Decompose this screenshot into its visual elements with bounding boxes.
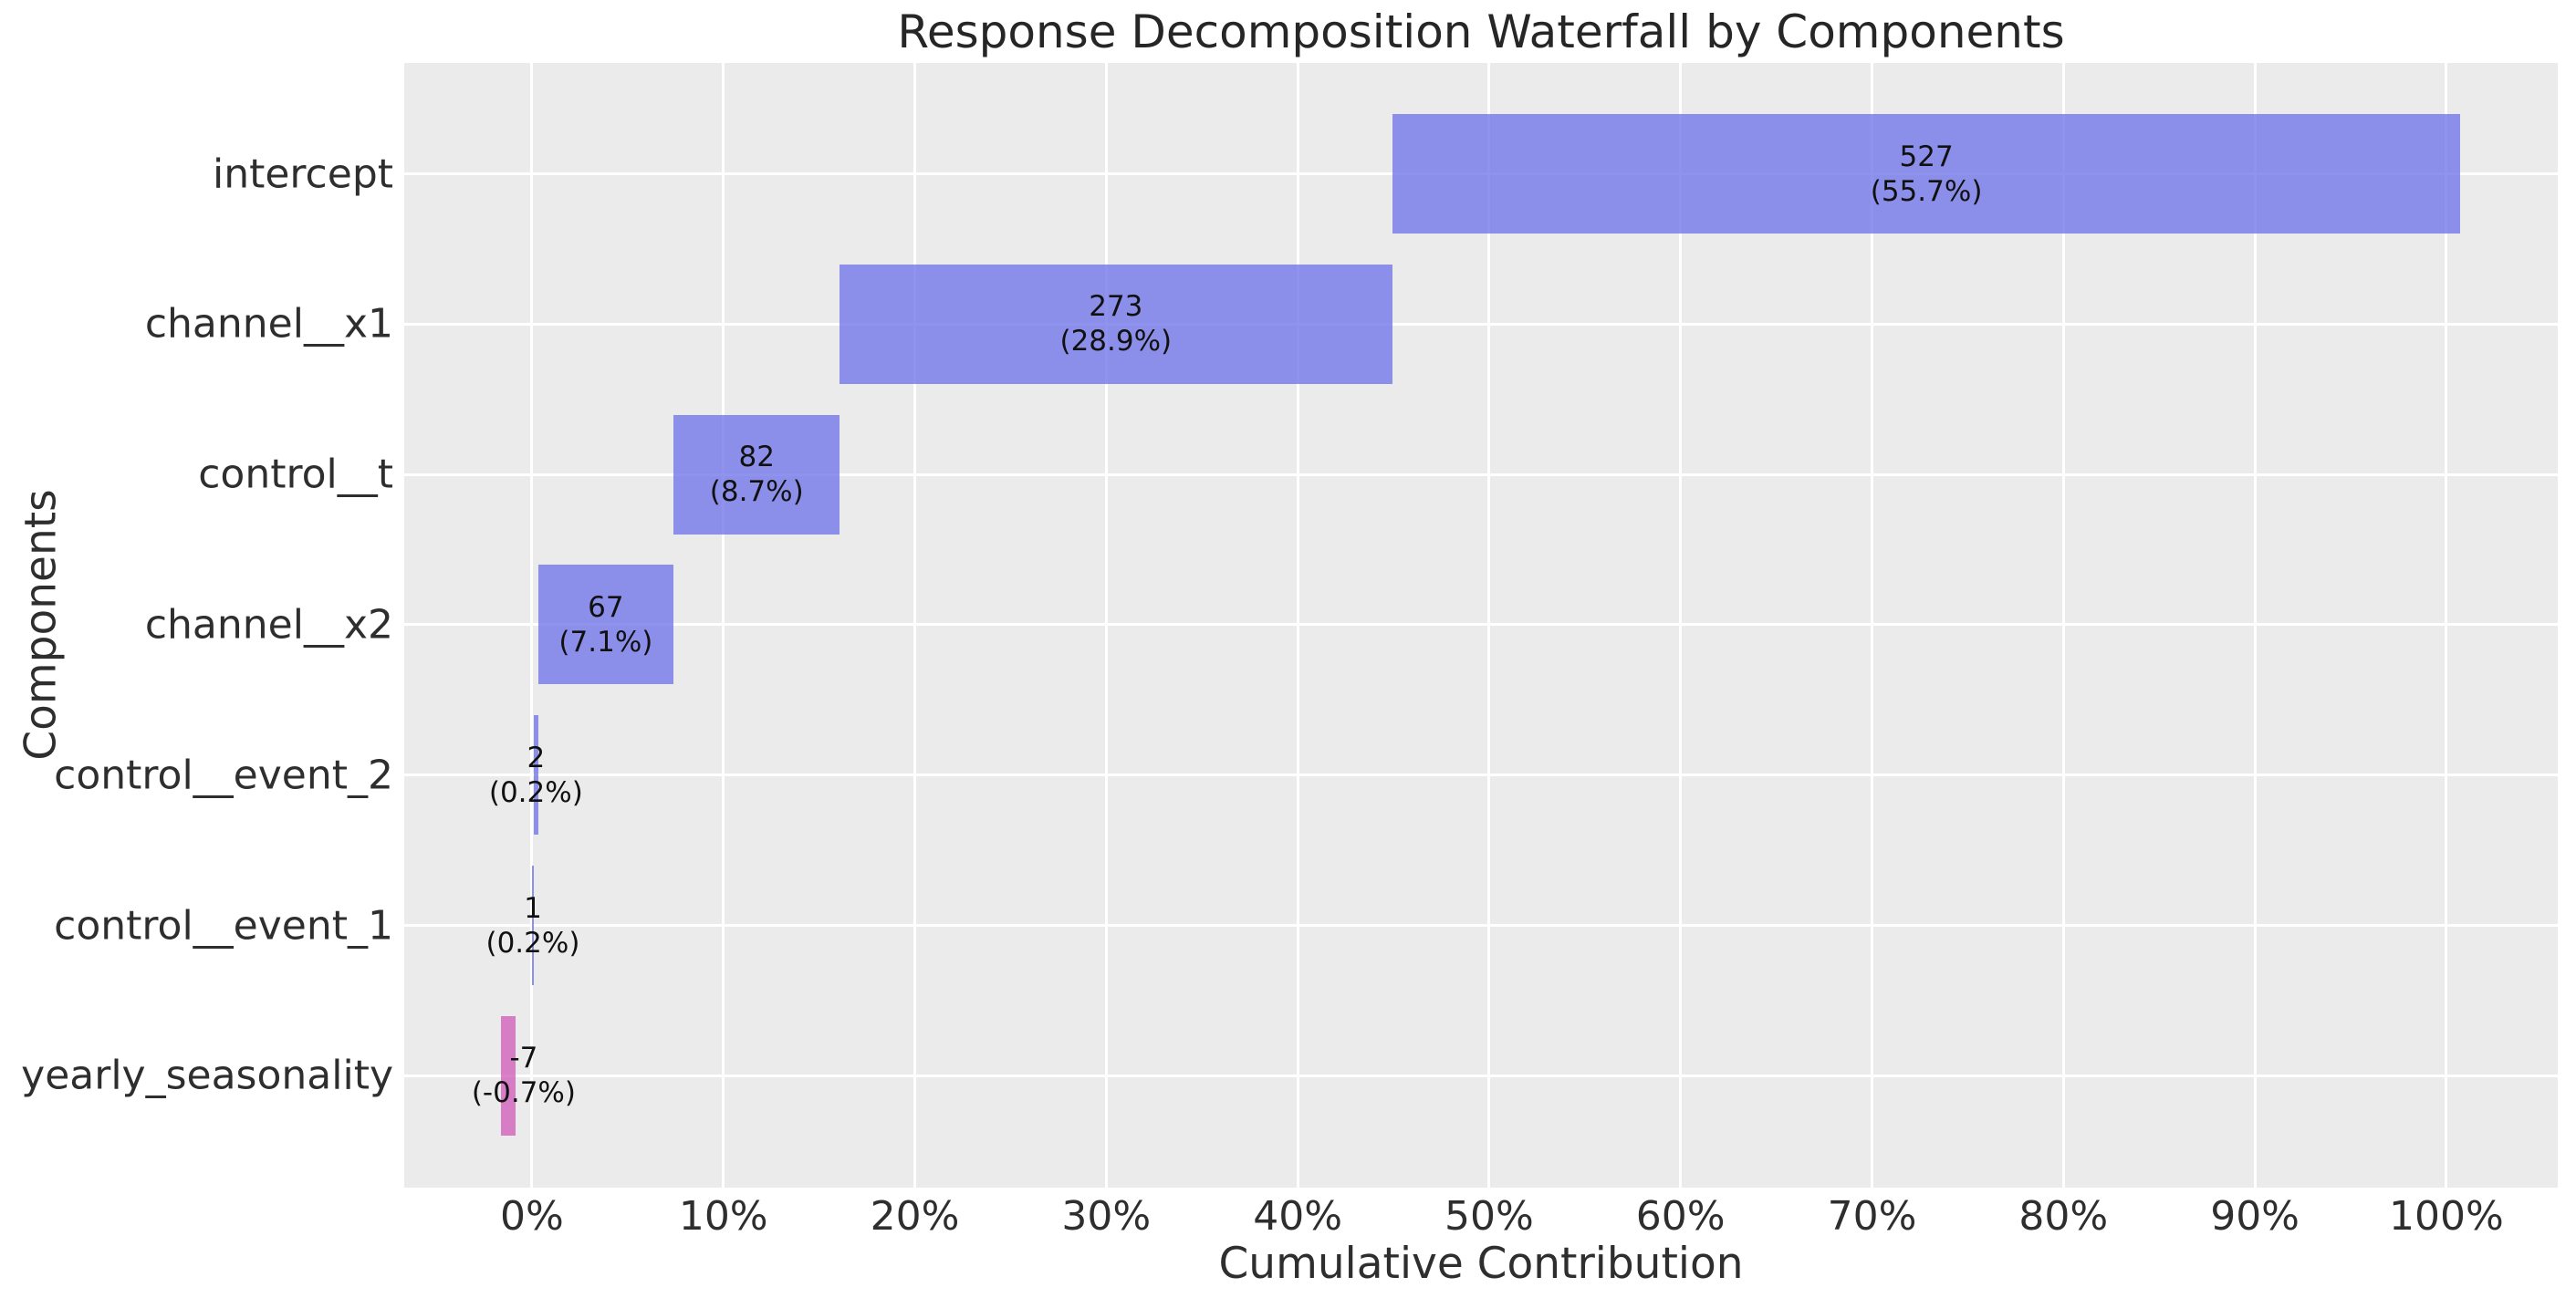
v-gridline [530,63,534,1188]
v-gridline [2445,63,2448,1188]
chart-title: Response Decomposition Waterfall by Comp… [897,5,2065,58]
bar-percent-label: (0.2%) [488,775,583,809]
x-tick-label: 100% [2388,1193,2504,1240]
bar-label-yearly_seasonality: -7 (-0.7%) [472,1041,576,1110]
bar-control__event_1 [531,866,535,985]
x-tick-label: 50% [1444,1193,1534,1240]
bar-label-control__event_1: 1 (0.2%) [485,891,579,961]
x-tick-label: 30% [1061,1193,1152,1240]
bar-percent-label: (0.2%) [485,926,580,960]
bar-value-label: 2 [527,741,546,774]
v-gridline [1296,63,1299,1188]
v-gridline [2061,63,2065,1188]
v-gridline [2253,63,2257,1188]
y-tick-label-channel__x2: channel__x2 [144,601,393,649]
x-tick-label: 0% [500,1193,564,1240]
v-gridline [913,63,917,1188]
v-gridline [1104,63,1108,1188]
y-tick-label-control__event_2: control__event_2 [54,752,393,799]
bar-channel__x1 [839,264,1392,384]
bar-value-label: -7 [509,1042,538,1075]
h-gridline [404,924,2558,927]
bar-channel__x2 [537,565,674,685]
v-gridline [722,63,725,1188]
y-tick-label-yearly_seasonality: yearly_seasonality [21,1052,393,1099]
bar-control__t [673,414,840,535]
v-gridline [1871,63,1873,1188]
v-gridline [1679,63,1683,1188]
y-tick-label-intercept: intercept [213,151,393,197]
bar-value-label: 527 [1899,140,1954,173]
h-gridline [404,472,2558,476]
v-gridline [1487,63,1491,1188]
bar-percent-label: (28.9%) [1059,325,1173,358]
y-tick-label-control__event_1: control__event_1 [54,902,393,949]
y-tick-label-channel__x1: channel__x1 [144,300,393,348]
y-axis-label-box: Components [0,0,91,1298]
x-tick-label: 70% [1827,1193,1917,1240]
y-tick-label-control__t: control__t [198,451,393,498]
x-tick-label: 80% [2018,1193,2109,1240]
bar-percent-label: (8.7%) [709,475,804,509]
h-gridline [404,1074,2558,1077]
bar-value-label: 82 [738,441,775,474]
bar-label-channel__x2: 67 (7.1%) [558,590,652,659]
bar-intercept [1392,114,2460,234]
bar-label-control__event_2: 2 (0.2%) [489,741,583,810]
x-tick-label: 90% [2210,1193,2300,1240]
bar-yearly_seasonality [501,1015,516,1136]
bar-percent-label: (-0.7%) [471,1076,576,1110]
bar-label-channel__x1: 273 (28.9%) [1059,289,1172,358]
h-gridline [404,322,2558,326]
x-tick-label: 60% [1635,1193,1726,1240]
x-tick-label: 40% [1253,1193,1343,1240]
bar-label-intercept: 527 (55.7%) [1871,140,1983,209]
bar-percent-label: (7.1%) [558,625,653,659]
plot-area: 527 (55.7%) 273 (28.9%) 82 (8.7%) 67 (7.1%) 2 (0.… [404,63,2558,1188]
bar-value-label: 1 [524,891,542,925]
h-gridline [404,623,2558,627]
bar-label-control__t: 82 (8.7%) [710,440,804,509]
bar-percent-label: (55.7%) [1870,174,1983,208]
bar-value-label: 273 [1089,290,1143,324]
x-tick-label: 10% [678,1193,768,1240]
bar-control__event_2 [534,715,538,836]
h-gridline [404,774,2558,777]
y-axis-label: Components [16,489,67,761]
x-tick-label: 20% [870,1193,960,1240]
bar-value-label: 67 [588,590,624,624]
x-axis-label: Cumulative Contribution [1218,1239,1744,1289]
